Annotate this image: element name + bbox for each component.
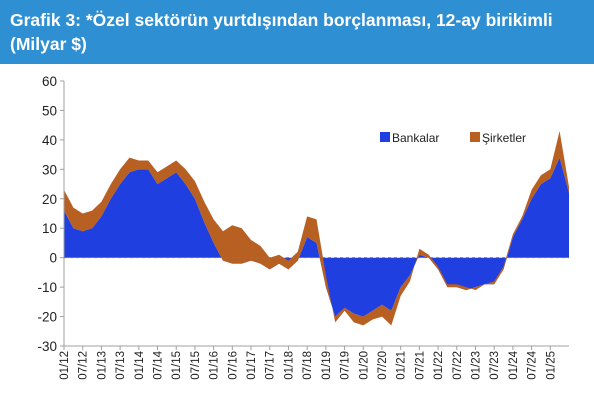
x-tick-label: 01/14 bbox=[134, 350, 146, 379]
x-tick-label: 07/15 bbox=[190, 351, 202, 380]
x-tick-label: 01/25 bbox=[545, 351, 557, 380]
legend-label-bankalar: Bankalar bbox=[392, 131, 439, 145]
x-tick-label: 01/13 bbox=[96, 351, 108, 380]
legend-swatch-bankalar bbox=[380, 132, 390, 142]
x-tick-label: 07/20 bbox=[377, 351, 389, 380]
x-tick-label: 01/21 bbox=[396, 351, 408, 380]
area-sirketler bbox=[64, 131, 569, 326]
x-tick-label: 01/24 bbox=[508, 350, 520, 379]
x-tick-label: 01/22 bbox=[433, 351, 445, 380]
x-tick-label: 07/13 bbox=[115, 351, 127, 380]
x-tick-label: 01/20 bbox=[358, 351, 370, 380]
x-tick-label: 07/22 bbox=[452, 351, 464, 380]
x-tick-label: 01/15 bbox=[171, 351, 183, 380]
chart-header: Grafik 3: *Özel sektörün yurtdışından bo… bbox=[0, 0, 594, 64]
y-tick-label: 50 bbox=[42, 103, 57, 118]
axes bbox=[63, 81, 569, 347]
x-tick-label: 07/12 bbox=[78, 351, 90, 380]
y-tick-label: 20 bbox=[42, 192, 57, 207]
chart-area: 60 50 40 30 20 10 0 -10 -20 -30 01/12 07/12 01/13 07… bbox=[0, 64, 594, 403]
y-tick-label: -30 bbox=[37, 339, 57, 354]
y-axis-ticks: 60 50 40 30 20 10 0 -10 -20 -30 bbox=[37, 74, 64, 354]
legend-label-sirketler: Şirketler bbox=[482, 131, 526, 145]
legend-swatch-sirketler bbox=[470, 132, 480, 142]
x-tick-label: 07/16 bbox=[227, 351, 239, 380]
x-tick-label: 07/24 bbox=[527, 350, 539, 379]
legend: Bankalar Şirketler bbox=[380, 131, 526, 145]
x-tick-label: 01/17 bbox=[246, 351, 258, 380]
x-tick-label: 07/23 bbox=[489, 351, 501, 380]
y-tick-label: -10 bbox=[37, 280, 57, 295]
x-tick-label: 01/18 bbox=[283, 351, 295, 380]
y-tick-label: 30 bbox=[42, 162, 57, 177]
x-tick-label: 01/19 bbox=[321, 351, 333, 380]
x-tick-label: 07/19 bbox=[340, 351, 352, 380]
y-tick-label: 10 bbox=[42, 221, 57, 236]
x-tick-label: 07/18 bbox=[302, 351, 314, 380]
x-axis-ticks: 01/12 07/12 01/13 07/13 01/14 07/14 01/15 07/15… bbox=[59, 346, 557, 380]
x-tick-label: 07/14 bbox=[153, 350, 165, 379]
x-tick-label: 01/23 bbox=[471, 351, 483, 380]
y-tick-label: 0 bbox=[49, 251, 57, 266]
series-areas bbox=[64, 131, 569, 326]
chart-title: Grafik 3: *Özel sektörün yurtdışından bo… bbox=[10, 10, 553, 54]
x-tick-label: 01/12 bbox=[59, 351, 71, 380]
y-tick-label: 40 bbox=[42, 133, 57, 148]
x-tick-label: 07/17 bbox=[265, 351, 277, 380]
x-tick-label: 01/16 bbox=[209, 351, 221, 380]
y-tick-label: 60 bbox=[42, 74, 57, 89]
chart-svg: 60 50 40 30 20 10 0 -10 -20 -30 01/12 07/12 01/13 07… bbox=[37, 74, 569, 380]
y-tick-label: -20 bbox=[37, 310, 57, 325]
x-tick-label: 07/21 bbox=[414, 351, 426, 380]
